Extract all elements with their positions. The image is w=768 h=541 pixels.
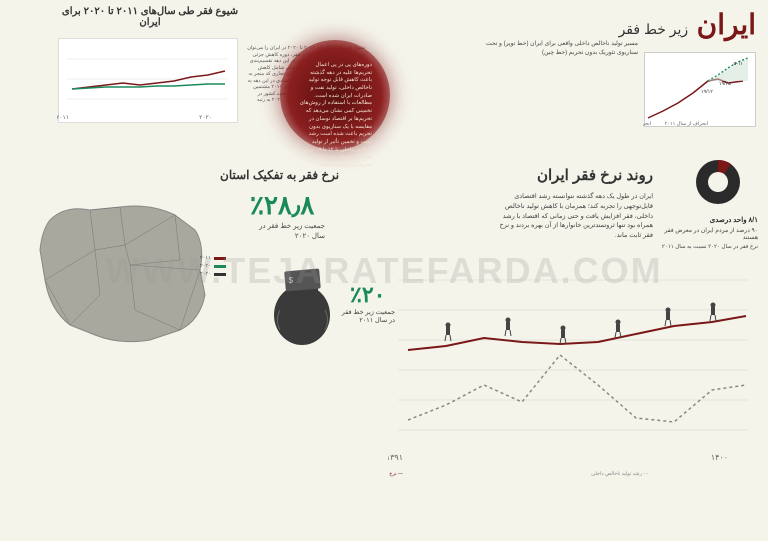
percent-20-sub: جمعیت زیر خط فقر در سال ۲۰۱۱ xyxy=(340,308,395,324)
title-sub: زیر خط فقر xyxy=(619,21,689,37)
poverty-prevalence-title: شیوع فقر طی سال‌های ۲۰۱۱ تا ۲۰۲۰ برای ای… xyxy=(60,6,240,28)
main-trend-chart: ۱۳۹۱ ۱۴۰۰ — نرخ فقر (درصد جمعیتی که براس… xyxy=(388,250,758,480)
pie-labels: ۸/۱ واحد درصدی ۹۰ درصد از مردم ایران در … xyxy=(658,216,758,250)
big-percent: ٪۲۸٫۸ xyxy=(250,190,314,221)
legend-2: ۲۰۲۰ xyxy=(200,271,211,277)
svg-text:۵۰/۱: ۵۰/۱ xyxy=(734,61,743,67)
intro-text: مسیر تولید ناخالص داخلی واقعی برای ایران… xyxy=(478,40,638,58)
svg-text:۱۹/۲۵: ۱۹/۲۵ xyxy=(719,81,731,87)
svg-text:- - رشد تولید ناخالص داخلی: - - رشد تولید ناخالص داخلی xyxy=(591,471,648,477)
red-circle-text: دوره‌های پی در پی اعمال تحریم‌ها علیه در… xyxy=(298,62,372,170)
province-map xyxy=(30,195,225,355)
svg-text:۲۰۱۱: ۲۰۱۱ xyxy=(57,115,69,121)
svg-text:۲۰۲۰: ۲۰۲۰ xyxy=(199,115,212,121)
svg-text:$: $ xyxy=(289,276,294,285)
svg-text:۱۴۰۰: ۱۴۰۰ xyxy=(711,453,728,462)
title-main: ایران xyxy=(697,9,756,40)
header: ایران زیر خط فقر xyxy=(619,8,756,41)
svg-text:— نرخ فقر (درصد جمعیتی که براس: — نرخ فقر (درصد جمعیتی که براساس برابری … xyxy=(388,470,403,477)
legend-1: ۲۰۲۰ xyxy=(200,263,211,269)
pie-label-0: ۹۰ درصد از مردم ایران در معرض فقر هستند xyxy=(658,227,758,241)
pie-chart xyxy=(691,155,746,210)
percent-20: ٪۲۰ xyxy=(350,282,385,308)
gdp-deviation-chart: ۵۰/۱ ۱۹/۲۵ ۱۹/۱۲ انحراف از سال ۱۹۹۰ انحر… xyxy=(644,52,756,127)
map-legend: ۲۰۱۱ ۲۰۲۰ ۲۰۲۰ xyxy=(200,255,226,279)
legend-0: ۲۰۱۱ xyxy=(200,255,211,261)
pie-label-1: ۸/۱ واحد درصدی xyxy=(658,216,758,224)
svg-text:۱۹/۱۲: ۱۹/۱۲ xyxy=(701,89,713,95)
fist-icon: $ xyxy=(265,265,340,353)
poverty-prevalence-chart: ۲۰۱۱ ۲۰۲۰ xyxy=(58,38,238,123)
trend-title: روند نرخ فقر ایران xyxy=(537,166,653,184)
percent-sub: جمعیت زیر خط فقر در سال ۲۰۲۰ xyxy=(245,222,325,242)
svg-text:۱۳۹۱: ۱۳۹۱ xyxy=(388,453,403,462)
province-title: نرخ فقر به تفکیک استان xyxy=(220,168,339,182)
svg-text:انحراف از سال ۱۹۹۰: انحراف از سال ۱۹۹۰ xyxy=(643,121,651,127)
red-circle: دوره‌های پی در پی اعمال تحریم‌ها علیه در… xyxy=(280,40,390,150)
svg-text:انحراف از سال ۲۰۱۱: انحراف از سال ۲۰۱۱ xyxy=(665,121,708,127)
trend-desc: ایران در طول یک دهه گذشته نتوانسته رشد ا… xyxy=(488,192,653,241)
